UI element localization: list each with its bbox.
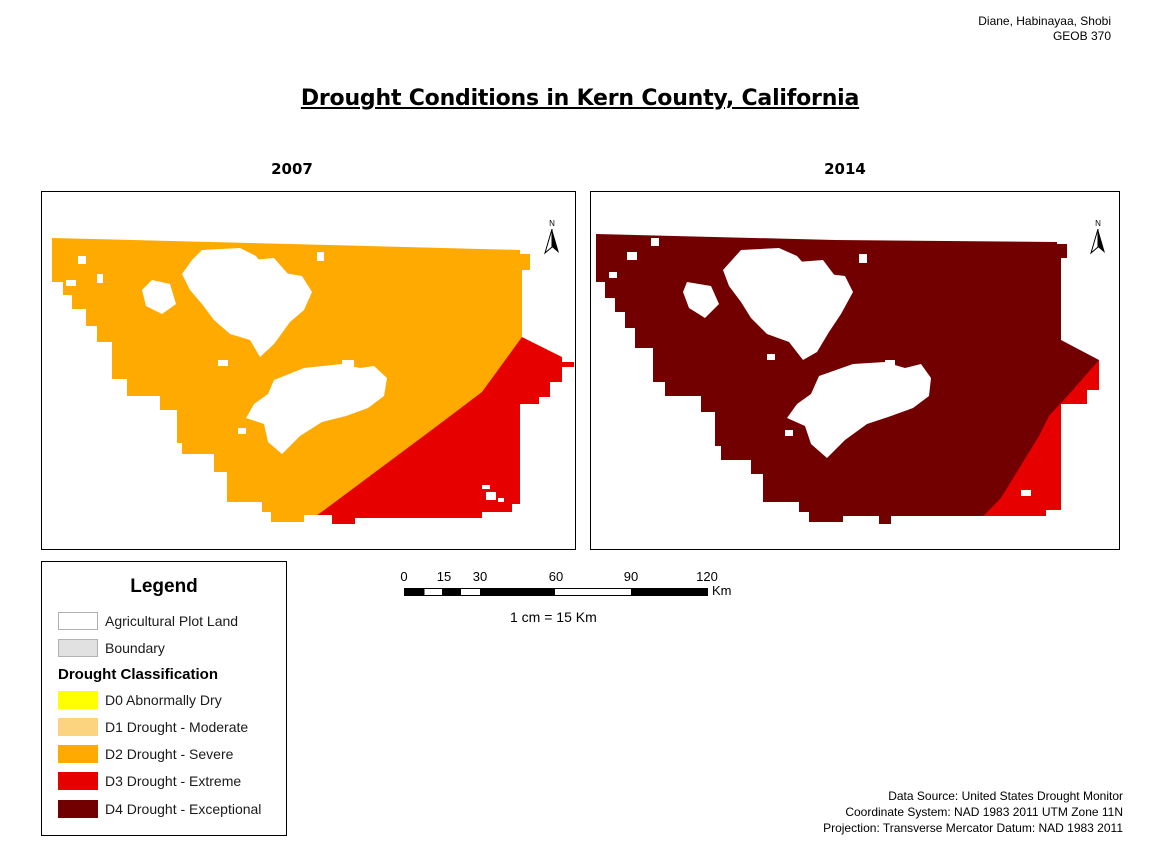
map-frame-2007: N <box>41 191 576 550</box>
course-code: GEOB 370 <box>1052 29 1111 43</box>
scale-ratio: 1 cm = 15 Km <box>510 609 597 625</box>
map-title: Drought Conditions in Kern County, Calif… <box>300 86 860 111</box>
legend-label: D2 Drought - Severe <box>105 746 234 762</box>
year-label-2014: 2014 <box>824 160 866 178</box>
scale-tick: 120 <box>696 569 718 584</box>
legend-swatch <box>58 772 98 790</box>
legend-swatch <box>58 745 98 763</box>
map-holes <box>482 485 504 502</box>
author-names: Diane, Habinayaa, Shobi <box>978 14 1111 28</box>
legend-panel: Legend Agricultural Plot Land Boundary D… <box>41 561 287 836</box>
scale-tick: 60 <box>548 569 564 584</box>
legend-label: Boundary <box>105 640 165 656</box>
legend-label: D4 Drought - Exceptional <box>105 801 262 817</box>
scale-bar: 0 15 30 60 90 120 Km 1 cm = 15 Km <box>395 569 745 629</box>
north-letter: N <box>549 219 555 228</box>
legend-classification-title: Drought Classification <box>58 666 219 683</box>
legend-label: Agricultural Plot Land <box>105 613 239 629</box>
author-credit: Diane, Habinayaa, Shobi GEOB 370 <box>978 14 1111 44</box>
projection-text: Projection: Transverse Mercator Datum: N… <box>823 821 1123 835</box>
county-map-2014 <box>596 234 1099 524</box>
scale-tick: 0 <box>400 569 408 584</box>
legend-swatch <box>58 691 98 709</box>
north-letter: N <box>1095 219 1101 228</box>
agricultural-plots <box>609 238 1031 496</box>
north-arrow-2014: N <box>1089 219 1107 255</box>
coordinate-system-text: Coordinate System: NAD 1983 2011 UTM Zon… <box>845 805 1123 819</box>
agricultural-plots <box>66 248 496 500</box>
legend-swatch <box>58 718 98 736</box>
legend-label: D3 Drought - Extreme <box>105 773 242 789</box>
legend-label: D1 Drought - Moderate <box>105 719 249 735</box>
legend-title: Legend <box>130 576 198 597</box>
legend-swatch <box>58 800 98 818</box>
drought-zones-2007 <box>52 238 574 524</box>
county-map-2007 <box>52 238 574 524</box>
scale-tick: 15 <box>436 569 452 584</box>
drought-zones-2014 <box>596 234 1099 524</box>
data-sources: Data Source: United States Drought Monit… <box>823 788 1123 836</box>
north-arrow-icon <box>1090 229 1105 255</box>
scale-bar-segments <box>404 588 708 596</box>
d3-extreme-zone <box>52 337 574 524</box>
year-label-2007: 2007 <box>271 160 313 178</box>
north-arrow-2007: N <box>543 219 561 255</box>
scale-tick: 30 <box>472 569 488 584</box>
legend-swatch <box>58 639 98 657</box>
scale-tick: 90 <box>623 569 639 584</box>
map-frame-2014: N <box>590 191 1120 550</box>
legend-label: D0 Abnormally Dry <box>105 692 222 708</box>
data-source-text: Data Source: United States Drought Monit… <box>888 789 1123 803</box>
legend-swatch <box>58 612 98 630</box>
scale-unit: Km <box>712 583 732 598</box>
north-arrow-icon <box>544 229 559 255</box>
